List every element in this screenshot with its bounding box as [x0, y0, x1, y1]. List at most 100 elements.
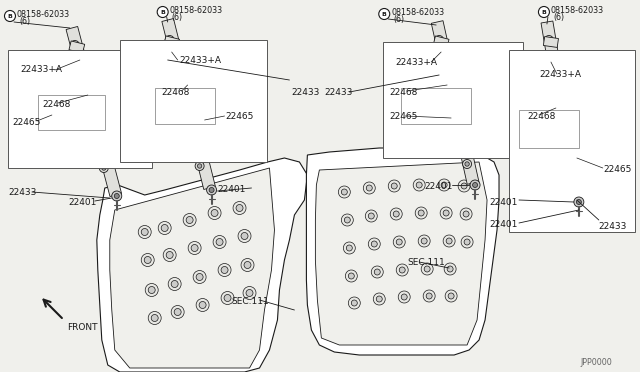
Circle shape: [371, 266, 383, 278]
Text: 22433: 22433: [8, 188, 36, 197]
Text: 08158-62033: 08158-62033: [17, 10, 70, 19]
Circle shape: [373, 293, 385, 305]
Circle shape: [348, 297, 360, 309]
Circle shape: [577, 199, 581, 205]
Circle shape: [81, 89, 90, 97]
Text: B: B: [8, 13, 12, 19]
Circle shape: [440, 207, 452, 219]
Circle shape: [351, 300, 357, 306]
Text: 22401: 22401: [489, 220, 517, 229]
Circle shape: [418, 210, 424, 216]
Circle shape: [472, 183, 477, 187]
Circle shape: [438, 179, 450, 191]
Circle shape: [445, 84, 454, 93]
Polygon shape: [93, 143, 109, 155]
Circle shape: [398, 291, 410, 303]
Circle shape: [208, 206, 221, 219]
Circle shape: [443, 235, 455, 247]
Circle shape: [189, 135, 198, 144]
Polygon shape: [182, 112, 198, 124]
Text: (6): (6): [393, 15, 404, 24]
Text: 22468: 22468: [42, 100, 70, 109]
Circle shape: [144, 257, 151, 263]
Circle shape: [435, 35, 444, 45]
Circle shape: [442, 62, 446, 66]
Circle shape: [366, 185, 372, 191]
Circle shape: [171, 305, 184, 318]
Circle shape: [458, 180, 470, 192]
Text: 22401: 22401: [68, 198, 96, 207]
Circle shape: [452, 109, 461, 119]
Circle shape: [448, 87, 452, 91]
Text: 22433+A: 22433+A: [180, 56, 221, 65]
Circle shape: [213, 235, 226, 248]
Circle shape: [416, 182, 422, 188]
Circle shape: [115, 193, 119, 199]
Polygon shape: [451, 111, 467, 123]
Circle shape: [560, 112, 564, 116]
Text: 22468: 22468: [527, 112, 556, 121]
Text: 22401: 22401: [218, 185, 246, 194]
Bar: [519, 110, 579, 148]
Circle shape: [211, 209, 218, 217]
Circle shape: [151, 314, 158, 321]
Circle shape: [421, 263, 433, 275]
Circle shape: [401, 294, 407, 300]
Circle shape: [209, 187, 214, 192]
Polygon shape: [81, 92, 97, 104]
Circle shape: [70, 41, 79, 49]
Circle shape: [415, 207, 427, 219]
Circle shape: [87, 113, 96, 122]
Circle shape: [368, 238, 380, 250]
Text: 22401: 22401: [424, 182, 452, 191]
Circle shape: [424, 266, 430, 272]
Text: B: B: [160, 10, 165, 15]
Polygon shape: [558, 112, 573, 122]
Circle shape: [76, 64, 84, 73]
Text: (6): (6): [553, 13, 564, 22]
Circle shape: [463, 211, 469, 217]
Text: B: B: [541, 10, 547, 15]
Circle shape: [423, 290, 435, 302]
Circle shape: [445, 290, 457, 302]
Polygon shape: [445, 86, 461, 98]
Text: JPP0000: JPP0000: [581, 358, 612, 367]
Circle shape: [390, 208, 402, 220]
Polygon shape: [87, 117, 102, 129]
Circle shape: [171, 60, 180, 68]
Circle shape: [246, 289, 253, 296]
Circle shape: [199, 301, 206, 308]
Circle shape: [163, 248, 176, 262]
Circle shape: [93, 138, 102, 148]
Circle shape: [564, 138, 569, 142]
Circle shape: [368, 213, 374, 219]
Text: (6): (6): [172, 13, 183, 22]
Circle shape: [173, 62, 178, 66]
Text: 22433+A: 22433+A: [539, 70, 581, 79]
Circle shape: [218, 263, 231, 276]
Circle shape: [443, 210, 449, 216]
Text: SEC.111: SEC.111: [407, 258, 445, 267]
Circle shape: [388, 180, 400, 192]
Bar: [401, 88, 471, 124]
Circle shape: [90, 116, 94, 120]
Polygon shape: [97, 158, 307, 372]
Text: 22433+A: 22433+A: [20, 65, 62, 74]
Circle shape: [448, 293, 454, 299]
Circle shape: [563, 135, 572, 144]
Circle shape: [233, 202, 246, 215]
Circle shape: [171, 280, 178, 288]
Circle shape: [444, 263, 456, 275]
Circle shape: [77, 66, 82, 70]
Circle shape: [545, 35, 554, 45]
Circle shape: [183, 110, 192, 119]
Circle shape: [346, 245, 352, 251]
Polygon shape: [110, 168, 275, 368]
Text: 22433: 22433: [291, 88, 320, 97]
Text: B: B: [382, 12, 387, 16]
Polygon shape: [316, 162, 487, 345]
Circle shape: [399, 267, 405, 273]
Circle shape: [554, 84, 563, 93]
Circle shape: [191, 138, 196, 142]
Circle shape: [396, 239, 402, 245]
